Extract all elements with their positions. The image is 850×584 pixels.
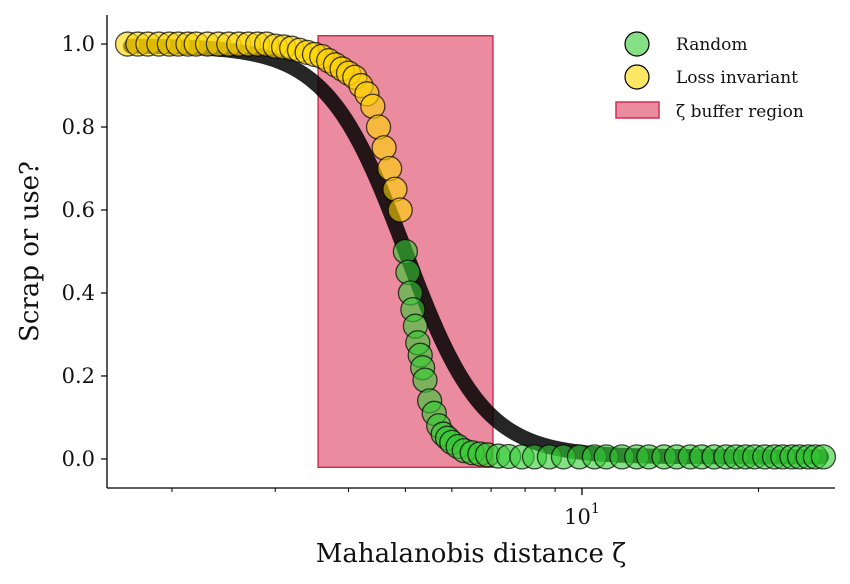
plot-area	[114, 31, 837, 470]
x-ticks	[171, 488, 760, 495]
legend-marker-random	[624, 31, 650, 57]
y-tick-label: 0.2	[62, 364, 95, 388]
legend-label-buffer-region: ζ buffer region	[676, 102, 804, 122]
legend-label-random: Random	[676, 35, 748, 55]
data-point	[387, 197, 413, 223]
legend: Random Loss invariant ζ buffer region	[615, 31, 804, 122]
data-point	[382, 176, 408, 202]
legend-marker-buffer-region	[615, 101, 660, 119]
legend-marker-loss-invariant	[624, 64, 650, 90]
y-ticks: 0.0 0.2 0.4 0.6 0.8 1.0	[62, 32, 107, 471]
x-tick-base: 10	[564, 505, 591, 529]
data-point	[412, 367, 438, 393]
y-tick-label: 0.4	[62, 281, 95, 305]
y-tick-label: 0.8	[62, 115, 95, 139]
data-point	[365, 114, 392, 140]
axes: 0.0 0.2 0.4 0.6 0.8 1.0 101	[62, 15, 835, 529]
data-point	[810, 444, 837, 470]
y-tick-label: 1.0	[62, 32, 95, 56]
legend-label-loss-invariant: Loss invariant	[676, 68, 798, 88]
loss-invariant-points	[114, 31, 413, 223]
data-point	[371, 135, 397, 161]
y-tick-label: 0.0	[62, 447, 95, 471]
data-point	[376, 155, 403, 182]
x-tick-label-10: 101	[564, 501, 600, 529]
x-axis-label: Mahalanobis distance ζ	[316, 539, 626, 569]
y-tick-label: 0.6	[62, 198, 95, 222]
y-axis-label: Scrap or use?	[15, 161, 45, 342]
random-points	[392, 238, 837, 470]
x-tick-exponent: 1	[591, 501, 600, 517]
